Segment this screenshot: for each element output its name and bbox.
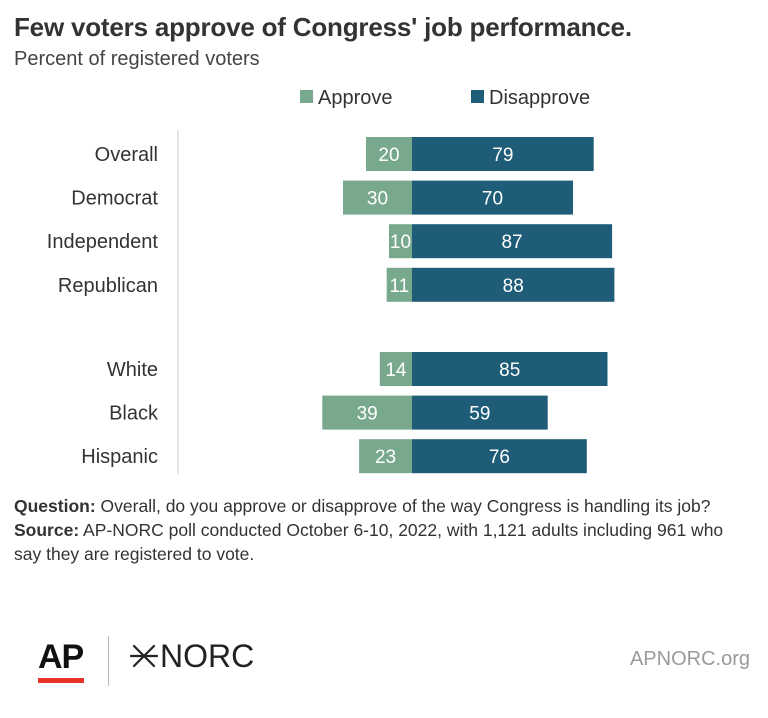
data-label-approve: 30 [367, 189, 388, 210]
legend-swatch-approve [300, 90, 313, 103]
bar-disapprove [412, 395, 548, 430]
category-label: White [107, 359, 158, 381]
category-label: Overall [95, 144, 158, 166]
question-text: Overall, do you approve or disapprove of… [95, 496, 711, 516]
legend-label-disapprove: Disapprove [489, 87, 590, 109]
data-label-approve: 14 [385, 360, 407, 381]
bar-approve [379, 352, 412, 386]
legend: Approve Disapprove [300, 87, 590, 109]
diverging-bar-chart: Approve Disapprove Overall 20 79 Democrat 30… [47, 87, 615, 474]
data-label-disapprove: 87 [501, 232, 522, 253]
data-label-approve: 20 [378, 145, 399, 166]
ap-logo-underline [38, 678, 84, 683]
data-label-disapprove: 59 [469, 404, 490, 425]
category-label: Independent [47, 231, 159, 253]
footer-url: APNORC.org [629, 648, 750, 670]
source-text: AP-NORC poll conducted October 6-10, 202… [14, 520, 724, 564]
question-label: Question: [14, 496, 96, 516]
chart-notes: Question: Overall, do you approve or dis… [14, 494, 750, 566]
bar-disapprove [412, 180, 573, 215]
bar-disapprove [412, 352, 608, 386]
chart-subtitle: Percent of registered voters [14, 48, 260, 70]
category-label: Hispanic [81, 446, 158, 468]
bar-approve [359, 439, 412, 474]
bar-disapprove [412, 224, 613, 259]
bars-group: Overall 20 79 Democrat 30 70 Independent 10 87 Re… [47, 137, 615, 474]
category-label: Democrat [71, 188, 158, 210]
legend-label-approve: Approve [318, 87, 393, 109]
bar-approve [389, 224, 412, 259]
chart-title: Few voters approve of Congress' job perf… [14, 12, 632, 42]
asterisk-x-icon [130, 644, 158, 668]
bar-disapprove [412, 137, 594, 171]
data-label-disapprove: 79 [492, 145, 513, 166]
norc-logo-text: NORC [160, 637, 255, 674]
norc-logo: NORC [130, 638, 254, 674]
source-label: Source: [14, 520, 80, 540]
category-label: Republican [58, 275, 158, 297]
source-note: Source: AP-NORC poll conducted October 6… [14, 518, 750, 566]
ap-logo: AP [38, 638, 84, 676]
data-label-approve: 39 [357, 404, 378, 425]
bar-approve [322, 395, 412, 430]
data-label-approve: 23 [375, 447, 396, 468]
data-label-disapprove: 76 [489, 447, 510, 468]
bar-disapprove [412, 439, 587, 474]
data-label-disapprove: 88 [503, 276, 524, 297]
bar-approve [343, 180, 412, 215]
bar-approve [366, 137, 412, 171]
category-label: Black [109, 403, 159, 425]
question-note: Question: Overall, do you approve or dis… [14, 494, 750, 518]
data-label-approve: 11 [389, 276, 409, 297]
bar-approve [386, 267, 412, 302]
legend-swatch-disapprove [471, 90, 484, 103]
data-label-disapprove: 85 [499, 360, 520, 381]
data-label-disapprove: 70 [482, 189, 503, 210]
bar-disapprove [412, 267, 615, 302]
footer-divider [108, 636, 109, 686]
data-label-approve: 10 [390, 232, 411, 253]
